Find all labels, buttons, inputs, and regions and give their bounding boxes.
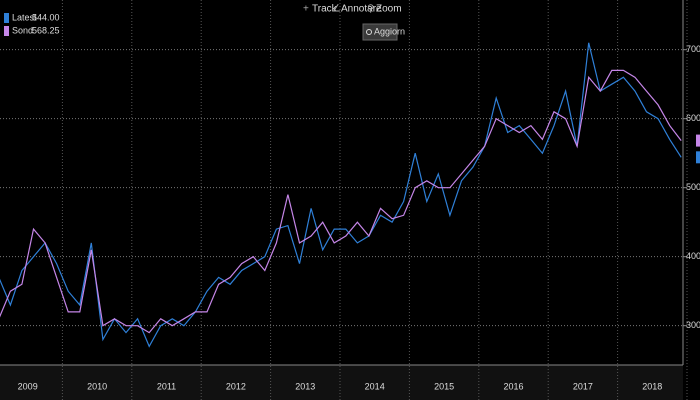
toolbar: + Track ∠ Annotare ⚲ Zoom Aggiorn <box>303 4 405 41</box>
x-tick-label: 2018 <box>642 381 662 391</box>
y-tick-label: 600 <box>686 113 700 123</box>
refresh-button-box[interactable] <box>362 23 398 41</box>
last-value-marker <box>696 151 700 164</box>
track-button[interactable]: Track <box>312 4 338 15</box>
x-tick-label: 2016 <box>503 381 523 391</box>
series-line <box>0 42 682 348</box>
legend-swatch <box>4 13 9 23</box>
x-tick-label: 2010 <box>87 381 107 391</box>
legend-value: 568.25 <box>32 25 60 35</box>
y-tick-label: 700 <box>686 44 700 54</box>
x-tick-label: 2014 <box>365 381 385 391</box>
zoom-icon: ⚲ <box>367 4 374 15</box>
refresh-icon <box>366 29 372 35</box>
annotate-button[interactable]: Annotare <box>341 4 382 15</box>
x-tick-label: 2015 <box>434 381 454 391</box>
x-tick-label: 2009 <box>18 381 38 391</box>
legend-swatch <box>4 26 9 36</box>
legend-label: Sond <box>12 25 33 35</box>
track-icon: + <box>303 4 309 15</box>
series-line <box>0 69 682 334</box>
x-tick-label: 2017 <box>573 381 593 391</box>
last-value-marker <box>696 134 700 147</box>
x-tick-label: 2012 <box>226 381 246 391</box>
refresh-button[interactable]: Aggiorn <box>374 26 405 36</box>
legend-value: 544.00 <box>32 12 60 22</box>
legend-label: Latest <box>12 12 37 22</box>
x-axis-band <box>0 365 683 400</box>
y-tick-label: 300 <box>686 320 700 330</box>
zoom-button[interactable]: Zoom <box>376 4 402 15</box>
x-tick-label: 2013 <box>295 381 315 391</box>
y-tick-label: 500 <box>686 182 700 192</box>
annotate-icon: ∠ <box>332 4 341 15</box>
x-tick-label: 2011 <box>157 381 176 391</box>
y-tick-label: 400 <box>686 251 700 261</box>
